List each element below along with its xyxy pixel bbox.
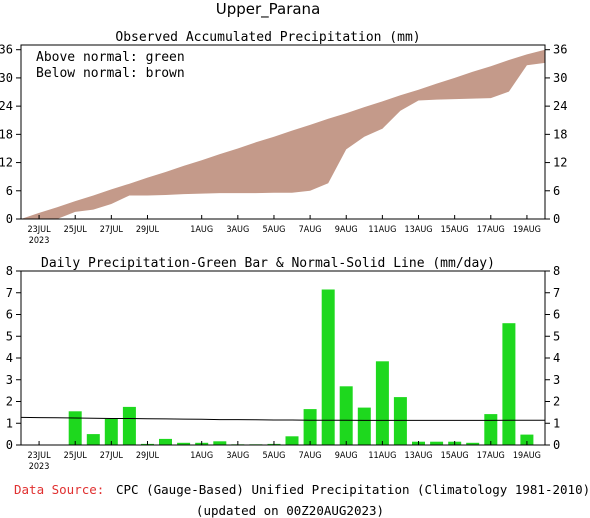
top-ytick-label-right-3: 18 (553, 127, 567, 141)
legend-below-normal: Below normal: brown (36, 66, 185, 81)
top-xtick-label-8: 9AUG (335, 225, 358, 235)
bottom-ytick-label-right-2: 2 (553, 395, 560, 409)
bottom-xtick-label-11: 15AUG (441, 451, 469, 461)
daily-bar-10 (177, 442, 191, 445)
top-xtick-label-1: 25JUL (64, 225, 88, 235)
top-ytick-label-right-1: 6 (553, 184, 560, 198)
daily-bar-28 (502, 323, 516, 445)
bottom-xtick-label-2: 27JUL (100, 451, 124, 461)
daily-bar-19 (339, 386, 353, 445)
bottom-chart-title: Daily Precipitation-Green Bar & Normal-S… (41, 256, 495, 271)
top-xtick-label-2: 27JUL (100, 225, 124, 235)
daily-bar-22 (393, 397, 407, 445)
data-source-text: CPC (Gauge-Based) Unified Precipitation … (116, 482, 590, 497)
bottom-xtick-label-10: 13AUG (404, 451, 432, 461)
top-chart-title: Observed Accumulated Precipitation (mm) (115, 30, 420, 45)
daily-bar-18 (321, 289, 335, 445)
daily-bar-17 (303, 409, 317, 445)
daily-bar-24 (430, 441, 444, 445)
top-ytick-label-right-6: 36 (553, 43, 567, 57)
daily-bar-6 (104, 418, 118, 445)
daily-bar-7 (122, 406, 136, 445)
top-xtick-label-13: 19AUG (513, 225, 541, 235)
bottom-year-label: 2023 (29, 462, 50, 472)
bottom-xtick-label-9: 11AUG (368, 451, 396, 461)
top-ytick-label-right-5: 30 (553, 71, 567, 85)
daily-bar-26 (466, 442, 480, 445)
bottom-ytick-label-right-6: 6 (553, 308, 560, 322)
daily-bar-20 (357, 407, 371, 445)
accumulated-plot: 0 0 6 6 12 12 18 18 24 24 30 30 36 36 23JUL 25JUL 27JUL 2… (0, 43, 567, 246)
bottom-xtick-label-5: 3AUG (226, 451, 249, 461)
top-xtick-label-7: 7AUG (299, 225, 322, 235)
top-xtick-label-11: 15AUG (441, 225, 469, 235)
daily-bar-27 (484, 414, 498, 445)
bottom-ytick-label-left-3: 3 (6, 373, 13, 387)
bottom-xtick-label-0: 23JUL (28, 451, 52, 461)
region-title: Upper_Parana (216, 0, 321, 19)
data-source-label: Data Source: (14, 482, 104, 497)
daily-bar-21 (375, 361, 389, 445)
bottom-frame (20, 270, 546, 446)
bottom-xtick-label-7: 7AUG (299, 451, 322, 461)
top-ytick-label-right-0: 0 (553, 212, 560, 226)
bottom-ytick-label-right-3: 3 (553, 373, 560, 387)
bottom-ytick-label-right-4: 4 (553, 351, 560, 365)
bottom-ytick-label-left-7: 7 (6, 286, 13, 300)
daily-plot: 0 0 1 1 2 2 3 3 4 4 5 5 6 6 7 7 8 8 23JUL 25JUL 27JUL 29JUL 1A… (6, 264, 560, 472)
bottom-ytick-label-right-1: 1 (553, 416, 560, 430)
legend-above-normal: Above normal: green (36, 50, 185, 65)
bottom-ytick-label-right-5: 5 (553, 329, 560, 343)
bottom-ytick-label-left-6: 6 (6, 308, 13, 322)
top-xtick-label-10: 13AUG (404, 225, 432, 235)
top-ytick-label-left-6: 36 (0, 43, 13, 57)
top-ytick-label-left-1: 6 (6, 184, 13, 198)
top-xtick-label-0: 23JUL (28, 225, 52, 235)
bottom-ytick-label-left-8: 8 (6, 264, 13, 278)
normal-line (20, 416, 545, 421)
top-ytick-label-right-4: 24 (553, 99, 567, 113)
bottom-xtick-label-12: 17AUG (477, 451, 505, 461)
top-ytick-label-left-0: 0 (6, 212, 13, 226)
daily-bar-9 (159, 438, 172, 445)
daily-bar-29 (520, 434, 534, 445)
top-xtick-label-12: 17AUG (477, 225, 505, 235)
bottom-ytick-label-left-4: 4 (6, 351, 13, 365)
top-frame (20, 44, 546, 220)
daily-bar-16 (285, 436, 299, 445)
bottom-ytick-label-left-0: 0 (6, 438, 13, 452)
top-ytick-label-left-2: 12 (0, 156, 13, 170)
top-xtick-label-9: 11AUG (368, 225, 396, 235)
top-xtick-label-6: 5AUG (263, 225, 286, 235)
daily-bar-5 (86, 434, 100, 445)
bottom-xtick-label-8: 9AUG (335, 451, 358, 461)
top-xtick-label-5: 3AUG (226, 225, 249, 235)
bottom-xtick-label-1: 25JUL (64, 451, 88, 461)
daily-bar-4 (68, 411, 82, 445)
bottom-xtick-label-4: 1AUG (190, 451, 213, 461)
bottom-ytick-label-right-8: 8 (553, 264, 560, 278)
daily-bar-12 (213, 441, 227, 445)
bottom-ytick-label-left-2: 2 (6, 395, 13, 409)
top-xtick-label-3: 29JUL (136, 225, 160, 235)
top-year-label: 2023 (29, 236, 50, 246)
bottom-ytick-label-right-7: 7 (553, 286, 560, 300)
bottom-ytick-label-left-1: 1 (6, 416, 13, 430)
top-ytick-label-left-4: 24 (0, 99, 13, 113)
updated-text: (updated on 00Z20AUG2023) (196, 503, 384, 518)
bottom-xtick-label-3: 29JUL (136, 451, 160, 461)
bottom-xtick-label-6: 5AUG (263, 451, 286, 461)
top-ytick-label-left-5: 30 (0, 71, 13, 85)
top-ytick-label-right-2: 12 (553, 156, 567, 170)
bottom-ytick-label-left-5: 5 (6, 329, 13, 343)
below-normal-area (21, 49, 545, 220)
top-ytick-label-left-3: 18 (0, 127, 13, 141)
bottom-xtick-label-13: 19AUG (513, 451, 541, 461)
bottom-ytick-label-right-0: 0 (553, 438, 560, 452)
top-xtick-label-4: 1AUG (190, 225, 213, 235)
